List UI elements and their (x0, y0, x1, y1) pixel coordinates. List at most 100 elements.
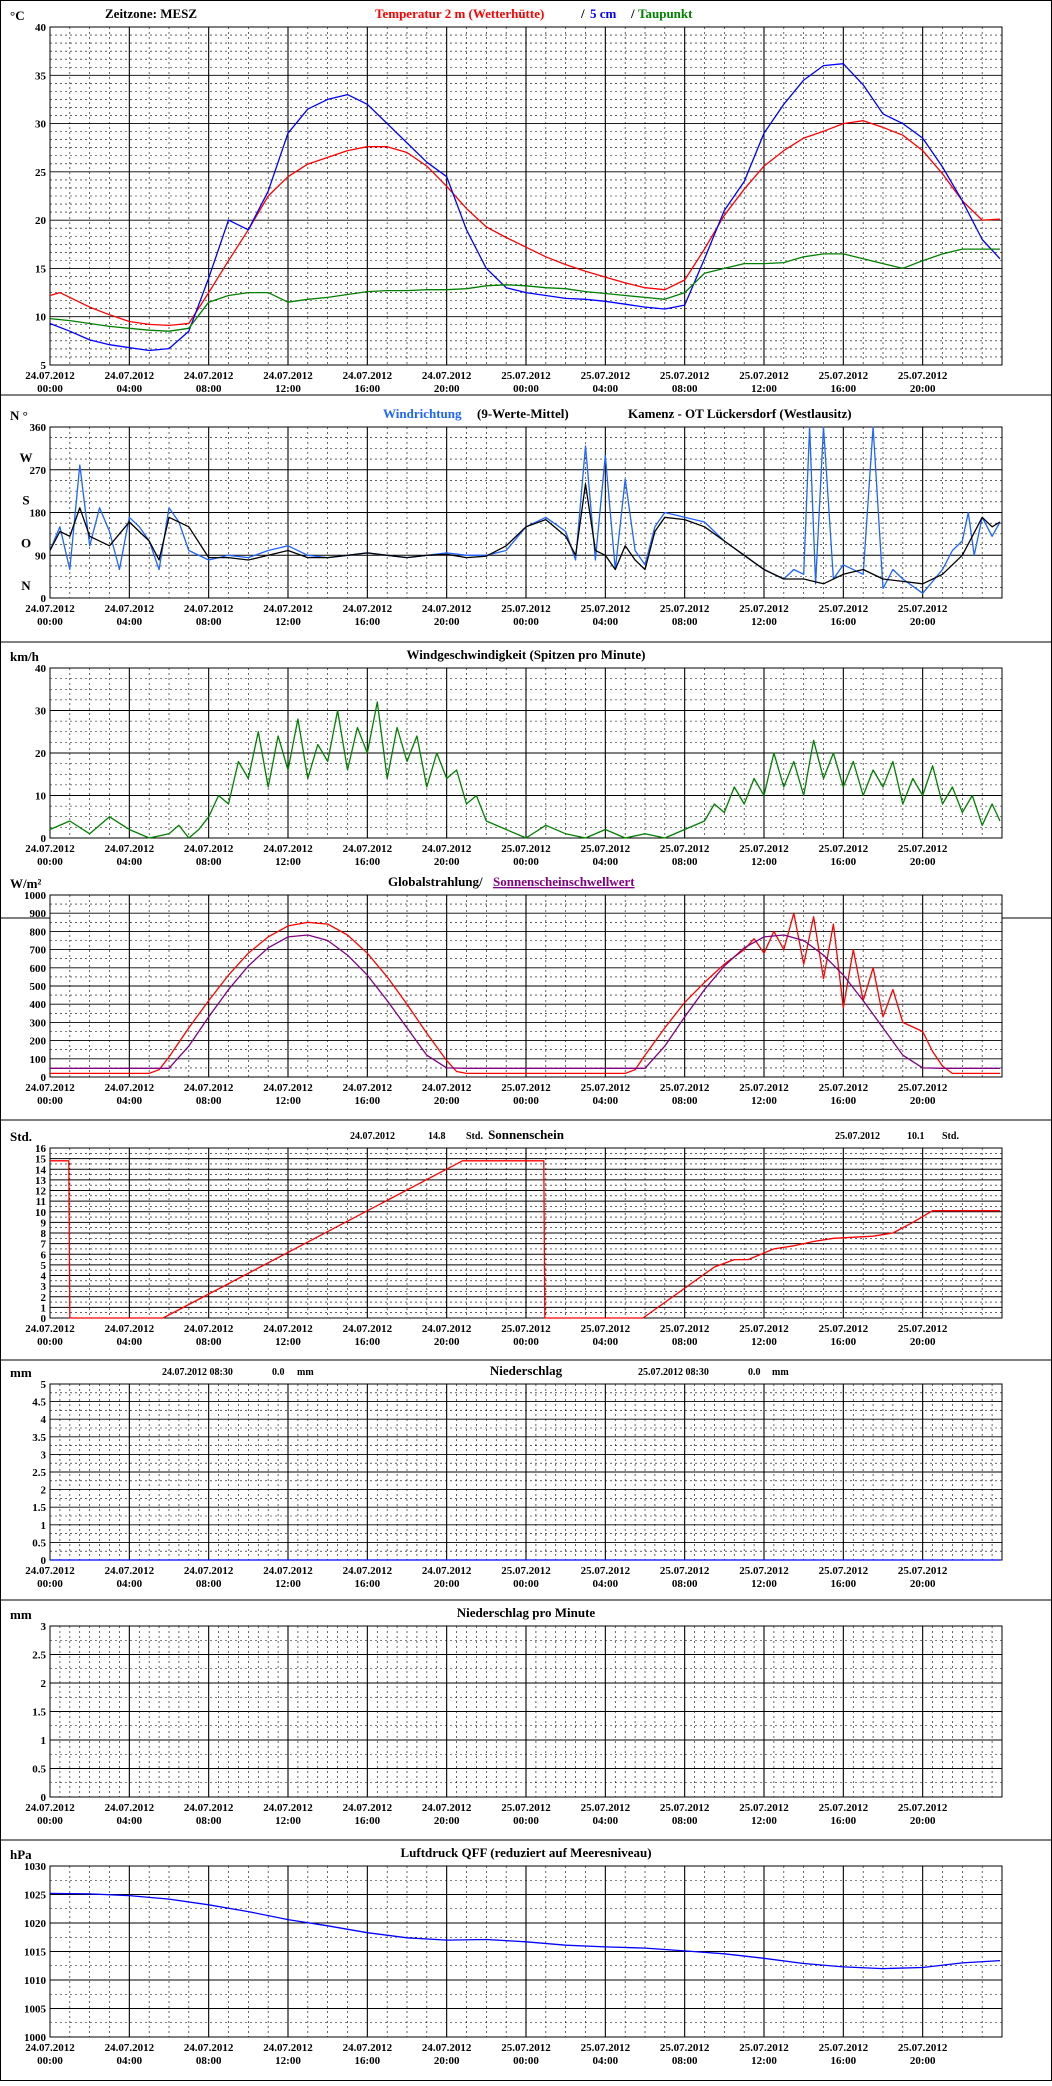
x-tick-time: 12:00 (275, 1815, 301, 1827)
summary-date: 25.07.2012 08:30 (638, 1367, 709, 1378)
y-tick-label: 4 (41, 1414, 47, 1426)
chart-title-part: Sonnenscheinschwellwert (493, 874, 635, 889)
x-tick-date: 24.07.2012 (343, 1323, 393, 1335)
x-tick-time: 00:00 (37, 856, 63, 868)
x-tick-time: 12:00 (751, 2055, 777, 2067)
x-tick-time: 00:00 (37, 1815, 63, 1827)
y-tick-label: 1 (41, 1302, 47, 1314)
y-unit-label: °C (10, 8, 25, 23)
x-tick-date: 25.07.2012 (898, 843, 948, 855)
x-tick-date: 25.07.2012 (739, 1323, 789, 1335)
x-tick-time: 16:00 (354, 1578, 380, 1590)
summary-unit: mm (297, 1367, 314, 1378)
x-tick-time: 20:00 (434, 1095, 460, 1107)
x-tick-time: 12:00 (751, 1578, 777, 1590)
x-tick-time: 16:00 (354, 2055, 380, 2067)
y-tick-label: 5 (41, 1260, 47, 1272)
y-tick-label: 360 (30, 422, 47, 434)
y-tick-label: 1025 (24, 1890, 47, 1902)
series-line (49, 120, 1001, 327)
chart-title-part: (9-Werte-Mittel) (477, 406, 569, 421)
x-tick-time: 00:00 (37, 1578, 63, 1590)
x-tick-time: 08:00 (672, 616, 698, 628)
x-tick-time: 08:00 (672, 856, 698, 868)
chart-title-part: / (580, 6, 585, 21)
x-tick-date: 25.07.2012 (581, 603, 631, 615)
x-tick-date: 24.07.2012 (25, 1323, 75, 1335)
x-tick-date: 24.07.2012 (184, 1323, 234, 1335)
chart-title-part: 5 cm (590, 6, 617, 21)
y-tick-label: 0 (41, 1555, 47, 1567)
x-tick-date: 25.07.2012 (819, 1802, 869, 1814)
x-tick-date: 24.07.2012 (184, 2042, 234, 2054)
x-tick-date: 24.07.2012 (263, 1802, 313, 1814)
x-tick-date: 24.07.2012 (25, 1565, 75, 1577)
x-tick-time: 20:00 (434, 1815, 460, 1827)
x-tick-date: 24.07.2012 (25, 1082, 75, 1094)
x-tick-time: 00:00 (37, 616, 63, 628)
y-tick-label: 0 (41, 1072, 47, 1084)
y-tick-label: 4 (41, 1271, 47, 1283)
y-unit-label: N ° (10, 408, 28, 423)
y-tick-label: 900 (30, 908, 47, 920)
x-tick-date: 25.07.2012 (898, 1323, 948, 1335)
x-tick-date: 25.07.2012 (660, 1082, 710, 1094)
y-tick-label: 0 (41, 833, 47, 845)
y-tick-label: 11 (36, 1196, 46, 1208)
x-tick-date: 25.07.2012 (501, 1082, 551, 1094)
x-tick-time: 04:00 (116, 2055, 142, 2067)
x-tick-time: 00:00 (513, 2055, 539, 2067)
x-tick-time: 08:00 (196, 856, 222, 868)
y-tick-label: 3.5 (32, 1432, 46, 1444)
y-tick-label: 3 (41, 1449, 47, 1461)
y-tick-label: 35 (35, 70, 47, 82)
x-tick-time: 16:00 (354, 383, 380, 395)
x-tick-date: 25.07.2012 (501, 1323, 551, 1335)
x-tick-time: 08:00 (196, 2055, 222, 2067)
x-tick-time: 20:00 (910, 1336, 936, 1348)
compass-label: W (20, 450, 33, 465)
x-tick-time: 16:00 (830, 383, 856, 395)
x-tick-time: 08:00 (672, 1095, 698, 1107)
x-tick-date: 24.07.2012 (184, 843, 234, 855)
x-tick-time: 12:00 (751, 1336, 777, 1348)
y-tick-label: 8 (41, 1228, 47, 1240)
x-tick-date: 24.07.2012 (105, 843, 155, 855)
x-tick-time: 04:00 (592, 383, 618, 395)
x-tick-date: 25.07.2012 (501, 843, 551, 855)
compass-label: S (22, 493, 29, 508)
compass-label: N (21, 578, 31, 593)
y-tick-label: 13 (35, 1175, 47, 1187)
chart-title-part: Zeitzone: MESZ (105, 6, 197, 21)
x-tick-time: 20:00 (910, 1815, 936, 1827)
y-tick-label: 1 (41, 1735, 47, 1747)
chart-title-part: / (630, 6, 635, 21)
y-tick-label: 15 (35, 263, 47, 275)
x-tick-date: 25.07.2012 (501, 1565, 551, 1577)
x-tick-date: 24.07.2012 (343, 1082, 393, 1094)
x-tick-date: 24.07.2012 (343, 370, 393, 382)
x-tick-time: 16:00 (830, 1578, 856, 1590)
series-line (49, 1892, 1001, 1970)
x-tick-date: 25.07.2012 (819, 1323, 869, 1335)
summary-unit: Std. (466, 1131, 483, 1142)
x-tick-date: 25.07.2012 (898, 2042, 948, 2054)
x-tick-time: 12:00 (751, 1815, 777, 1827)
x-tick-time: 20:00 (434, 2055, 460, 2067)
chart-title: Niederschlag (490, 1363, 563, 1378)
y-tick-label: 1005 (24, 2004, 47, 2016)
x-tick-date: 24.07.2012 (263, 2042, 313, 2054)
y-tick-label: 400 (30, 999, 47, 1011)
y-tick-label: 2 (41, 1678, 47, 1690)
x-tick-date: 24.07.2012 (184, 370, 234, 382)
x-tick-time: 04:00 (592, 1578, 618, 1590)
x-tick-time: 12:00 (751, 1095, 777, 1107)
y-tick-label: 1000 (24, 2032, 47, 2044)
x-tick-date: 24.07.2012 (263, 1565, 313, 1577)
x-tick-date: 25.07.2012 (501, 2042, 551, 2054)
y-tick-label: 15 (35, 1154, 47, 1166)
x-tick-time: 20:00 (910, 2055, 936, 2067)
y-tick-label: 0.5 (32, 1764, 46, 1776)
summary-date: 24.07.2012 08:30 (162, 1367, 233, 1378)
x-tick-date: 25.07.2012 (581, 1802, 631, 1814)
